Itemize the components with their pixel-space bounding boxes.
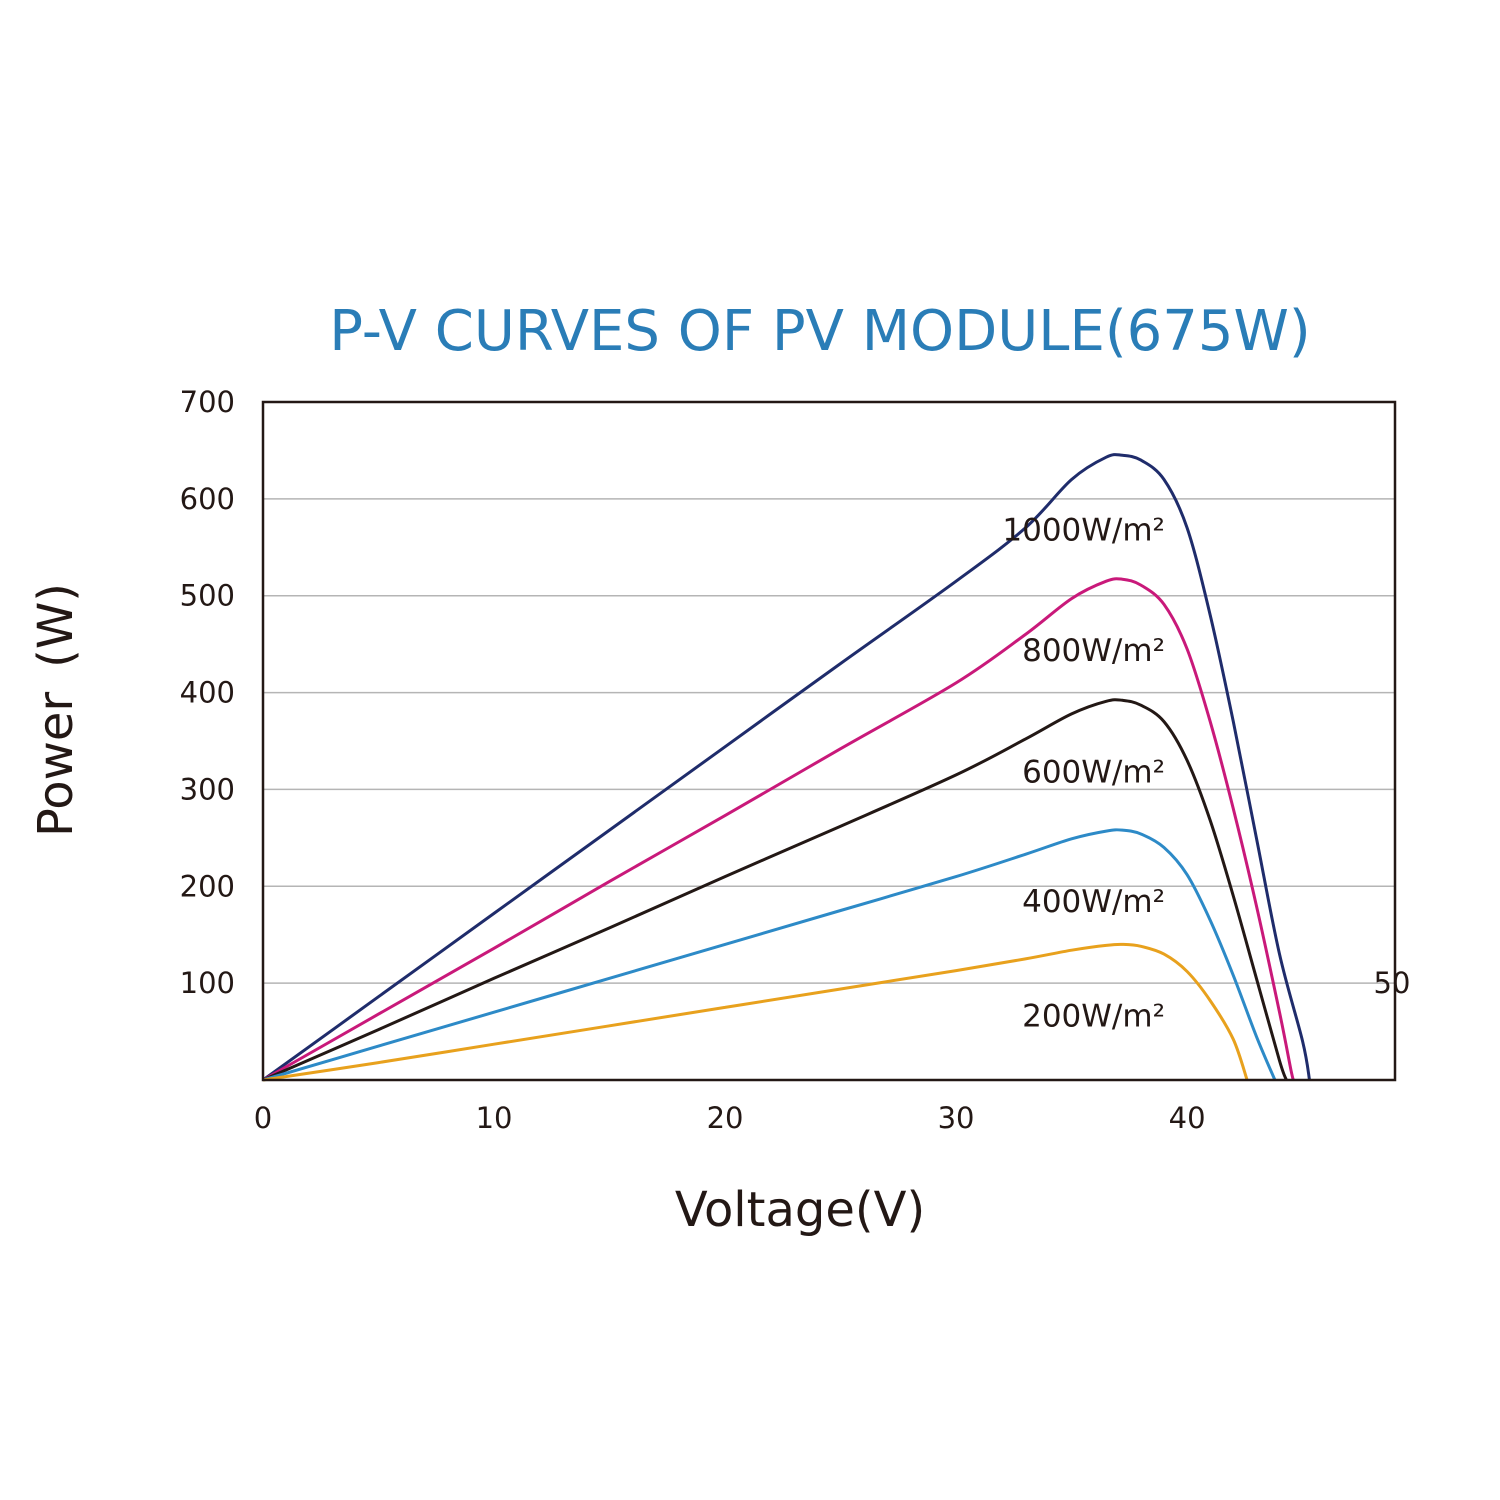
gridlines xyxy=(263,498,1395,984)
y-tick-label: 600 xyxy=(180,482,235,516)
series-labels: 1000W/m² 800W/m² 600W/m² 400W/m² 200W/m² xyxy=(1002,512,1165,1034)
x-tick-label: 10 xyxy=(476,1101,513,1135)
series-label: 600W/m² xyxy=(1022,754,1165,790)
y-tick-label: 100 xyxy=(180,966,235,1000)
series-line-2 xyxy=(262,577,1295,1082)
y-axis-label: Power (W) xyxy=(28,583,84,837)
series-line-1 xyxy=(262,453,1311,1082)
series-label: 200W/m² xyxy=(1022,998,1165,1034)
x-tick-label: 30 xyxy=(938,1101,975,1135)
x-tick-label: 40 xyxy=(1169,1101,1206,1135)
series-lines xyxy=(262,453,1311,1082)
x-tick-label: 50 xyxy=(1374,966,1411,1000)
y-tick-label: 300 xyxy=(180,772,235,806)
series-label: 400W/m² xyxy=(1022,884,1165,920)
chart-title: P-V CURVES OF PV MODULE(675W) xyxy=(329,299,1311,364)
series-line-3 xyxy=(262,698,1288,1082)
y-tick-label: 200 xyxy=(180,869,235,903)
y-tick-label: 500 xyxy=(180,579,235,613)
y-tick-label: 400 xyxy=(180,676,235,710)
y-tick-label: 700 xyxy=(180,385,235,419)
plot-frame xyxy=(261,400,1397,1082)
x-axis-label: Voltage(V) xyxy=(675,1182,925,1238)
y-tick-labels: 100 200 300 400 500 600 700 xyxy=(180,385,235,1000)
series-line-5 xyxy=(262,942,1249,1082)
series-label: 1000W/m² xyxy=(1002,512,1165,548)
series-line-4 xyxy=(262,828,1277,1082)
x-tick-label: 20 xyxy=(707,1101,744,1135)
x-tick-label: 0 xyxy=(254,1101,272,1135)
series-label: 800W/m² xyxy=(1022,633,1165,669)
x-tick-labels: 0 10 20 30 40 50 xyxy=(254,966,1411,1135)
